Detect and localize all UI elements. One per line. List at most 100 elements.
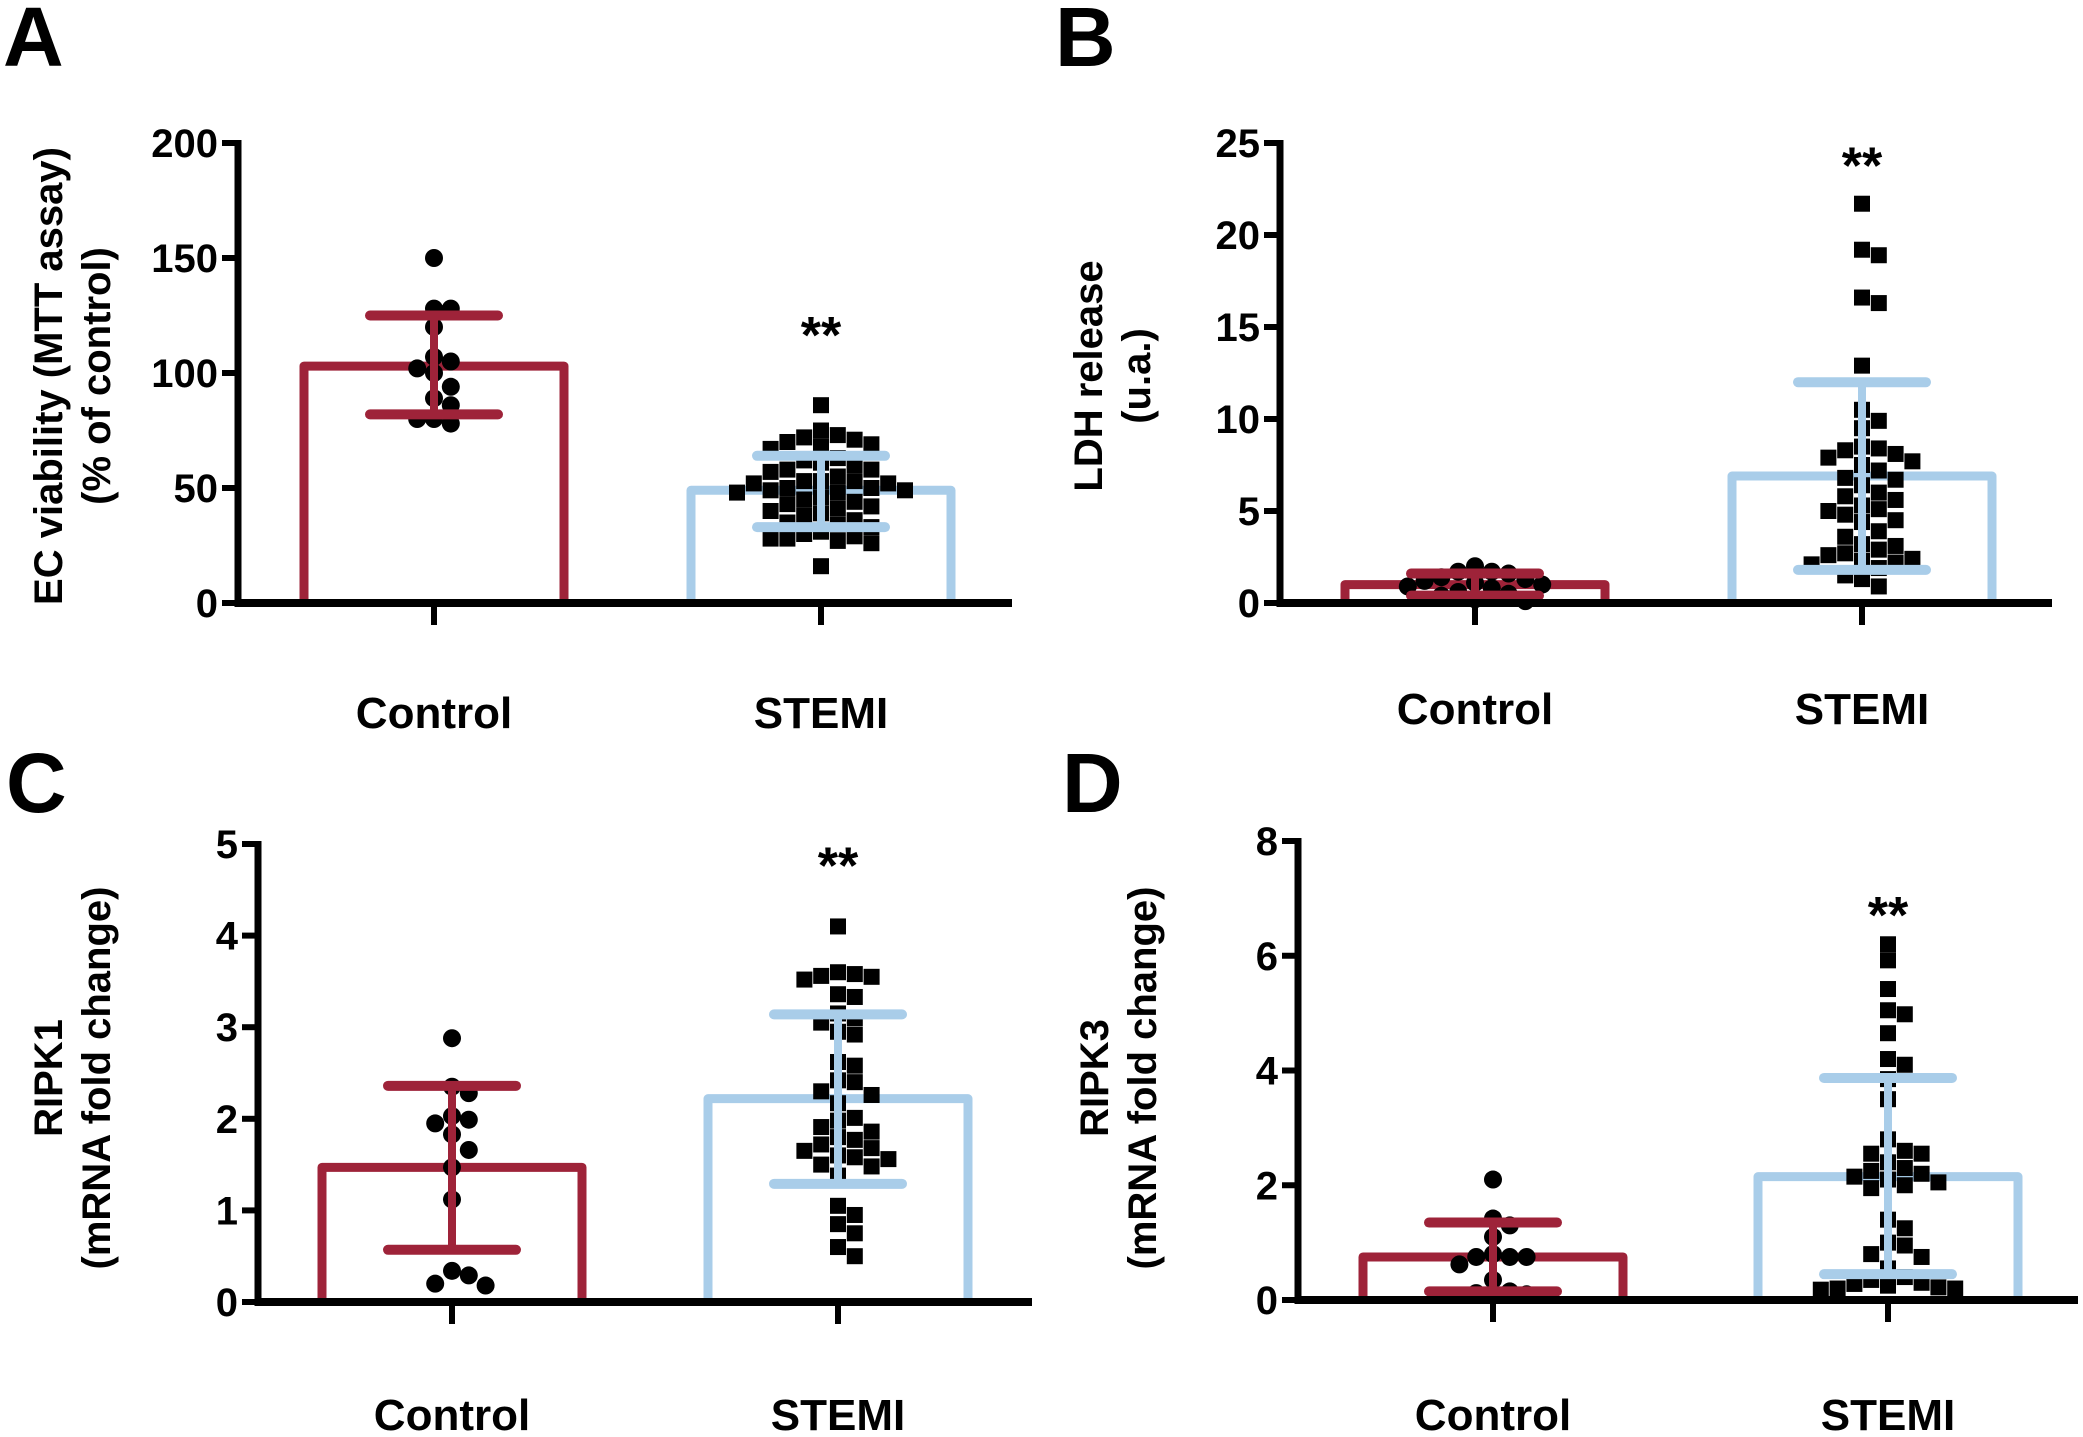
y-axis-title: EC viability (MTT assay) (% of control): [27, 147, 119, 605]
data-point-stemi: [1837, 506, 1854, 523]
data-point-control: [408, 359, 427, 378]
data-point-stemi: [1854, 241, 1870, 258]
y-tick-label: 0: [1256, 1279, 1278, 1323]
data-point-stemi: [1820, 503, 1837, 519]
data-point-stemi: [1880, 1002, 1896, 1019]
x-tick-label-control: Control: [1415, 1391, 1571, 1437]
data-point-stemi: [830, 964, 846, 981]
data-point-stemi: [863, 968, 880, 985]
significance-marker: **: [818, 838, 859, 896]
plot-area: 0 2 4 6 8: [1256, 820, 2078, 1323]
y-axis-title-line-2: (% of control): [75, 247, 119, 505]
data-point-control: [1484, 1170, 1502, 1189]
significance-marker: **: [1868, 887, 1909, 945]
data-point-stemi: [1896, 1006, 1913, 1023]
data-point-stemi: [846, 431, 863, 448]
data-point-stemi: [1854, 357, 1870, 374]
data-point-control: [459, 1140, 478, 1159]
y-tick-label: 0: [196, 582, 218, 626]
panel-label-d: D: [1062, 736, 1123, 830]
data-point-stemi: [829, 484, 846, 501]
x-tick-label-stemi: STEMI: [771, 1391, 905, 1437]
data-point-stemi: [1930, 1174, 1947, 1191]
y-tick-label: 4: [1256, 1050, 1279, 1094]
data-point-stemi: [830, 1239, 846, 1256]
y-tick-label: 15: [1216, 306, 1261, 350]
data-point-stemi: [1887, 471, 1904, 488]
data-point-stemi: [1870, 295, 1887, 312]
data-point-stemi: [846, 1026, 863, 1043]
data-point-stemi: [830, 918, 846, 935]
data-point-stemi: [846, 1074, 863, 1091]
data-point-stemi: [1837, 488, 1854, 505]
data-point-stemi: [1870, 462, 1887, 479]
data-point-stemi: [813, 558, 829, 575]
data-point-stemi: [863, 498, 880, 515]
y-tick-label: 150: [151, 237, 218, 281]
data-point-control: [1533, 575, 1552, 594]
data-point-stemi: [846, 1149, 863, 1166]
data-point-stemi: [897, 482, 913, 499]
data-point-stemi: [1870, 440, 1887, 457]
data-point-stemi: [1846, 1275, 1863, 1292]
data-point-stemi: [863, 461, 880, 478]
data-point-stemi: [762, 463, 779, 480]
data-point-stemi: [1904, 550, 1921, 567]
data-point-stemi: [1887, 537, 1904, 554]
data-point-stemi: [796, 507, 813, 524]
y-tick-label: 2: [1256, 1164, 1278, 1208]
data-point-stemi: [762, 482, 779, 499]
data-point-stemi: [1896, 1220, 1913, 1237]
x-tick-label-stemi: STEMI: [1821, 1391, 1955, 1437]
data-point-stemi: [846, 966, 863, 983]
data-point-stemi: [880, 475, 897, 492]
data-point-stemi: [846, 473, 863, 490]
data-point-stemi: [846, 1206, 863, 1223]
data-point-stemi: [1812, 1281, 1829, 1298]
data-point-stemi: [1913, 1248, 1930, 1265]
data-point-stemi: [880, 1151, 897, 1168]
data-point-stemi: [1829, 1280, 1846, 1297]
data-point-stemi: [1863, 1145, 1880, 1162]
y-tick-label: 6: [1256, 935, 1278, 979]
x-tick-label-control: Control: [374, 1391, 530, 1437]
data-point-stemi: [796, 491, 813, 508]
data-point-stemi: [846, 1248, 863, 1265]
data-point-stemi: [1854, 571, 1870, 588]
data-point-stemi: [830, 986, 846, 1003]
data-point-stemi: [1837, 442, 1854, 459]
data-point-control: [1467, 1247, 1486, 1266]
plot-area: 0 50 100 150 200: [151, 122, 1012, 626]
data-point-stemi: [1887, 445, 1904, 462]
y-axis-title: RIPK1 (mRNA fold change): [27, 887, 119, 1270]
data-point-control: [425, 249, 443, 267]
significance-marker: **: [801, 307, 842, 365]
data-point-control: [443, 1029, 461, 1048]
data-point-stemi: [846, 988, 863, 1005]
y-tick-label: 0: [216, 1281, 238, 1325]
data-point-stemi: [846, 1109, 863, 1126]
data-point-stemi: [1863, 1162, 1880, 1179]
data-point-stemi: [779, 496, 796, 513]
data-point-stemi: [1880, 936, 1896, 953]
data-point-control: [1517, 1247, 1536, 1266]
data-point-stemi: [779, 530, 796, 547]
data-point-stemi: [813, 1156, 830, 1173]
data-point-stemi: [813, 397, 829, 414]
data-point-stemi: [1870, 484, 1887, 501]
data-point-stemi: [779, 434, 796, 450]
panel-d: D RIPK3 (mRNA fold change) 0 2 4 6 8 Control…: [1062, 736, 2078, 1437]
data-point-stemi: [1846, 1168, 1863, 1185]
data-point-stemi: [829, 532, 846, 549]
data-point-stemi: [830, 1216, 846, 1233]
data-point-stemi: [1870, 541, 1887, 558]
data-point-stemi: [1854, 195, 1870, 212]
data-point-stemi: [796, 429, 813, 446]
data-point-stemi: [813, 422, 829, 439]
data-point-stemi: [863, 1086, 880, 1103]
y-axis-title-line-2: (mRNA fold change): [1121, 887, 1165, 1270]
data-point-stemi: [813, 438, 829, 455]
data-point-stemi: [1870, 523, 1887, 540]
